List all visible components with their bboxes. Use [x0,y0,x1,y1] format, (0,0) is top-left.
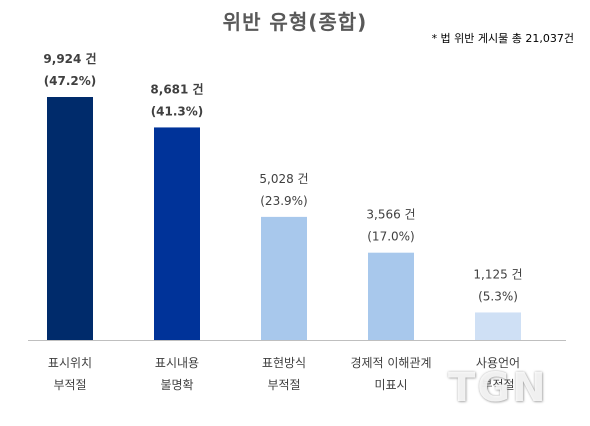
value-label: 3,566 건 [366,208,415,222]
percent-label: (23.9%) [260,194,307,208]
value-label: 9,924 건 [43,51,96,66]
category-label: 부적절 [267,378,300,392]
tgn-watermark-logo: TGN [448,365,548,411]
category-label: 미표시 [374,378,407,392]
bar [368,252,414,340]
percent-label: (17.0%) [367,230,414,244]
category-label: 표시위치 [48,356,92,370]
category-label: 표현방식 [262,356,306,370]
total-note: * 법 위반 게시물 총 21,037건 [431,32,574,45]
category-label: 경제적 이해관계 [350,356,431,370]
bar [475,312,521,340]
bar [154,127,200,340]
percent-label: (47.2%) [44,74,97,88]
value-label: 8,681 건 [150,81,203,96]
category-label: 부적절 [481,378,514,392]
chart-title: 위반 유형(종합) [222,10,368,34]
bar [261,216,307,340]
category-label: 표시내용 [155,356,199,370]
value-label: 1,125 건 [473,267,522,281]
percent-label: (41.3%) [151,104,204,118]
percent-label: (5.3%) [478,289,518,303]
category-label: 사용언어 [476,356,520,370]
category-label: 부적절 [53,378,86,392]
category-label: 불명확 [160,378,193,392]
bar [47,97,93,340]
value-label: 5,028 건 [259,172,308,186]
